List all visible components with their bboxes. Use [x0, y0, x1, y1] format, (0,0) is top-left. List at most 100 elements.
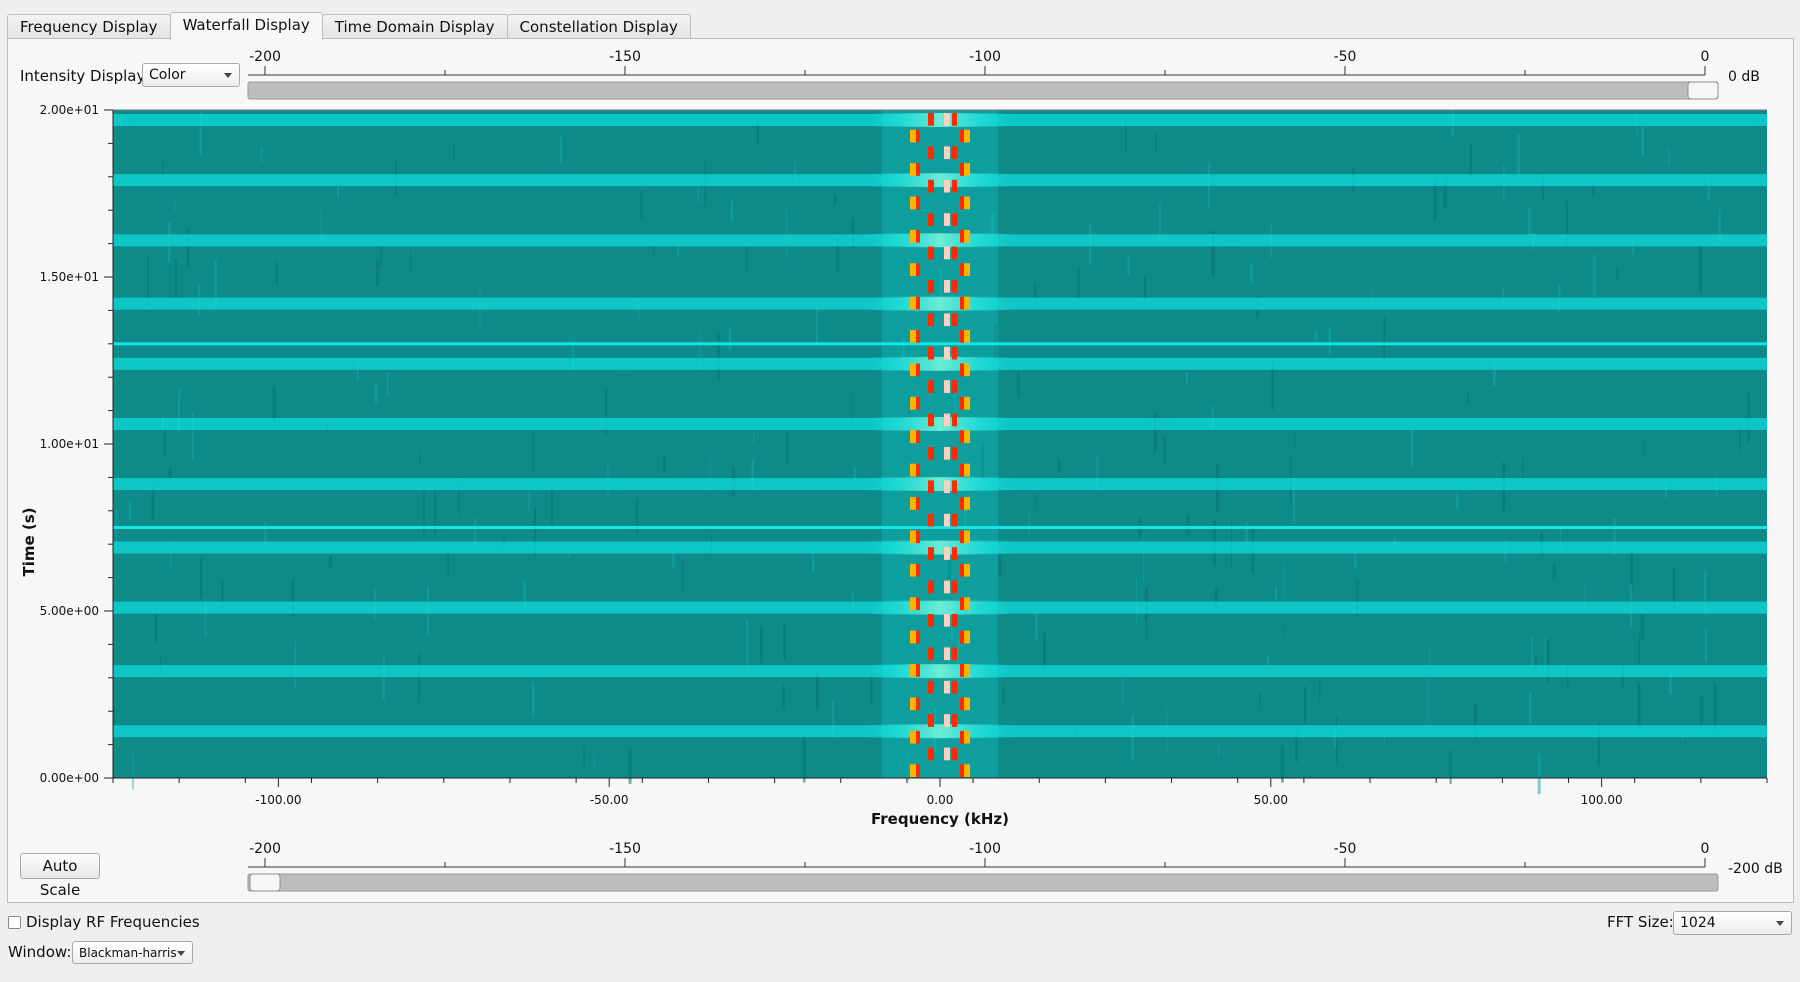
noise-streak	[636, 498, 639, 535]
y-tick-label: 1.00e+01	[40, 437, 99, 451]
noise-streak	[1258, 691, 1261, 711]
noise-streak	[1467, 391, 1469, 405]
band-hot-mark	[928, 447, 934, 460]
band-hot-mark	[952, 280, 957, 293]
band-warm-mark	[964, 163, 970, 176]
noise-streak	[1641, 613, 1644, 642]
noise-streak	[1630, 547, 1634, 595]
noise-streak	[336, 185, 339, 198]
band-hot-mark	[960, 697, 964, 711]
band-hot-mark	[952, 747, 957, 761]
noise-streak	[528, 490, 531, 514]
intensity-display-select[interactable]: Color	[142, 63, 240, 87]
band-hot-mark	[928, 179, 934, 193]
noise-streak	[1096, 456, 1099, 490]
tab-constellation-display[interactable]: Constellation Display	[506, 14, 691, 39]
noise-streak	[728, 327, 732, 351]
noise-streak	[374, 382, 378, 405]
band-warm-mark	[964, 430, 970, 443]
band-hot-mark	[944, 614, 950, 627]
noise-streak	[1546, 641, 1550, 682]
band-hot-mark	[928, 747, 934, 761]
noise-streak	[1528, 208, 1532, 236]
window-select[interactable]: Blackman-harris	[72, 941, 193, 964]
band-hot-mark	[944, 280, 950, 293]
band-warm-mark	[910, 463, 916, 477]
auto-scale-button[interactable]: Auto Scale	[20, 853, 100, 899]
band-hot-mark	[952, 113, 957, 126]
tab-time-domain-display[interactable]: Time Domain Display	[321, 14, 508, 39]
noise-streak	[532, 431, 535, 472]
slider-handle[interactable]	[249, 873, 281, 892]
noise-streak	[272, 385, 276, 423]
fft-size-select[interactable]: 1024	[1673, 911, 1792, 935]
noise-streak	[1017, 371, 1020, 399]
band-hot-mark	[944, 113, 950, 126]
slider-handle[interactable]	[1687, 81, 1719, 100]
noise-streak	[159, 654, 162, 675]
noise-streak	[1718, 209, 1721, 245]
band-hot-mark	[928, 313, 934, 327]
band-warm-mark	[964, 296, 970, 310]
band-hot-mark	[928, 547, 934, 560]
tab-waterfall-display[interactable]: Waterfall Display	[169, 12, 323, 40]
band-hot-mark	[960, 563, 964, 577]
band-hot-mark	[944, 513, 950, 527]
band-hot-mark	[944, 146, 950, 160]
band-hot-mark	[960, 664, 964, 677]
noise-streak	[751, 458, 755, 490]
slider-tick-label: 0	[1701, 49, 1710, 65]
band-warm-mark	[964, 697, 970, 711]
noise-streak	[1293, 477, 1296, 524]
noise-streak	[1584, 583, 1586, 614]
max-intensity-slider[interactable]: 0 dB -200 -150 -100 -50 0	[240, 44, 1800, 100]
noise-streak	[1410, 429, 1414, 467]
band-hot-mark	[928, 113, 934, 126]
noise-streak	[191, 412, 194, 461]
noise-streak	[531, 681, 535, 719]
y-tick-label: 1.50e+01	[40, 270, 99, 284]
band-warm-mark	[964, 463, 970, 477]
noise-streak	[1613, 518, 1616, 556]
band-hot-mark	[944, 680, 950, 694]
band-glow	[866, 173, 1014, 188]
noise-streak	[1739, 418, 1741, 450]
waterfall-chart[interactable]: -100.00 -50.00 0.00 50.00 100.00 0.00e+00 5.00…	[0, 98, 1800, 840]
band-hot-mark	[944, 346, 950, 360]
band-warm-mark	[910, 296, 916, 310]
band-warm-mark	[964, 664, 970, 677]
noise-streak	[115, 509, 118, 550]
noise-streak	[178, 389, 181, 400]
band-hot-mark	[944, 179, 950, 193]
band-hot-mark	[928, 614, 934, 627]
tab-frequency-display[interactable]: Frequency Display	[7, 14, 171, 39]
band-glow	[866, 296, 1014, 311]
band-hot-mark	[928, 413, 934, 427]
band-hot-mark	[916, 630, 920, 644]
max-intensity-value: 0 dB	[1728, 69, 1760, 85]
band-hot-mark	[952, 513, 957, 527]
band-hot-mark	[916, 196, 920, 210]
noise-streak	[908, 256, 910, 269]
noise-streak	[419, 453, 421, 465]
noise-streak	[356, 359, 359, 381]
noise-streak	[1057, 458, 1061, 473]
noise-streak	[640, 190, 643, 221]
band-hot-mark	[960, 530, 964, 544]
band-hot-mark	[952, 313, 957, 327]
noise-streak	[782, 684, 785, 709]
band-warm-mark	[910, 263, 916, 276]
band-hot-mark	[952, 480, 957, 494]
band-warm-mark	[910, 229, 916, 243]
chevron-down-icon	[224, 73, 232, 78]
noise-streak	[1125, 113, 1127, 155]
noise-streak	[174, 198, 176, 213]
noise-streak	[200, 557, 203, 600]
band-hot-mark	[916, 330, 920, 343]
display-rf-checkbox[interactable]	[8, 916, 21, 929]
min-intensity-slider[interactable]: -200 dB -200 -150 -100 -50 0	[240, 836, 1800, 892]
noise-streak	[1294, 432, 1296, 448]
band-hot-mark	[960, 229, 964, 243]
slider-tick-label: 0	[1701, 841, 1710, 857]
noise-streak	[1028, 511, 1030, 536]
